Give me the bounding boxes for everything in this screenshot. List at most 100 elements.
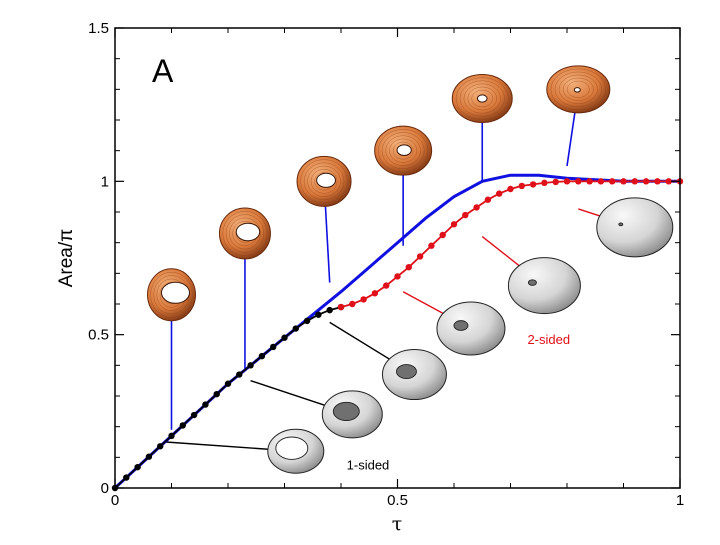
data-point xyxy=(473,204,480,211)
orange-surface-hole xyxy=(476,94,488,103)
orange-surface-mesh xyxy=(471,89,493,108)
orange-surface-hole xyxy=(235,222,261,242)
orange-surface-hole xyxy=(396,144,412,156)
orange-surface-1 xyxy=(147,268,196,322)
data-point xyxy=(416,253,424,260)
orange-surface-mesh xyxy=(392,141,414,160)
x-axis-title: τ xyxy=(392,513,403,535)
data-point xyxy=(575,178,582,185)
x-tick-label: 1 xyxy=(676,492,684,509)
data-point xyxy=(541,179,548,187)
y-axis-title: Area/π xyxy=(56,229,77,288)
data-point xyxy=(202,401,209,408)
gray-surface-5 xyxy=(507,257,581,315)
orange-surface-mesh xyxy=(562,77,594,101)
orange-surface-mesh xyxy=(222,211,268,256)
data-point xyxy=(552,178,559,186)
data-point xyxy=(620,178,627,185)
orange-surface-mesh xyxy=(567,80,590,98)
orange-surface-hole xyxy=(161,281,190,304)
orange-surface-mesh xyxy=(455,77,509,120)
orange-surface-mesh xyxy=(550,68,606,111)
series-line-blue xyxy=(113,173,680,490)
data-point xyxy=(496,190,503,197)
orange-surface-mesh xyxy=(558,74,598,104)
data-point xyxy=(518,182,525,190)
data-point xyxy=(507,185,514,193)
orange-surface-mesh xyxy=(150,271,193,318)
orange-surface-mesh xyxy=(467,86,497,111)
data-point xyxy=(337,303,345,311)
gray-surface-hole xyxy=(332,401,360,421)
data-point xyxy=(450,221,458,228)
orange-surface-hole xyxy=(316,172,336,188)
orange-surface-mesh xyxy=(378,129,429,173)
gray-surface-hole xyxy=(527,279,537,286)
gray-surface-hole xyxy=(453,320,469,331)
orange-surface-mesh xyxy=(310,169,338,194)
panel-label: A xyxy=(152,53,174,89)
data-series xyxy=(111,173,684,492)
data-point xyxy=(326,306,333,314)
orange-surface-5 xyxy=(451,74,513,124)
data-point xyxy=(258,352,266,360)
data-point xyxy=(179,422,186,429)
annotations: 1-sided 2-sided xyxy=(347,332,570,473)
orange-surface-mesh xyxy=(385,135,421,166)
data-point xyxy=(642,178,650,185)
orange-surface-6 xyxy=(546,65,611,114)
data-point xyxy=(315,311,322,318)
data-point xyxy=(383,282,390,289)
y-tick-label: 0 xyxy=(101,480,109,497)
orange-surface-mesh xyxy=(229,217,261,250)
gray-surface-4 xyxy=(436,301,506,356)
orange-surface-2 xyxy=(218,207,271,260)
data-point xyxy=(439,231,446,239)
orange-surface-hole xyxy=(573,87,581,93)
gray-surface-1 xyxy=(267,428,325,474)
data-point xyxy=(224,380,232,387)
orange-surface-mesh xyxy=(300,159,348,204)
orange-surface-mesh xyxy=(381,132,425,170)
data-point xyxy=(394,273,401,280)
y-tick-label: 1.5 xyxy=(88,20,109,37)
data-point xyxy=(236,371,243,378)
gray-surface-hole xyxy=(396,364,417,379)
data-point xyxy=(292,325,299,332)
data-point xyxy=(529,181,537,188)
data-point xyxy=(462,211,469,219)
data-point xyxy=(303,317,311,325)
orange-surface-mesh xyxy=(389,138,418,163)
gray-surface-hole xyxy=(275,436,309,460)
data-point xyxy=(270,343,277,351)
data-point xyxy=(168,432,175,440)
data-point xyxy=(654,178,661,185)
data-point xyxy=(213,390,220,398)
data-point xyxy=(405,264,412,271)
data-point xyxy=(563,178,571,185)
data-point xyxy=(134,463,141,471)
x-tick-label: 0.5 xyxy=(387,492,408,509)
y-tick-label: 0.5 xyxy=(88,327,109,344)
data-point xyxy=(281,334,288,341)
gray-surface-6 xyxy=(596,197,674,258)
gray-surface-2 xyxy=(321,390,383,439)
data-point xyxy=(123,474,130,481)
surface-insets xyxy=(147,65,674,474)
y-tick-label: 1 xyxy=(101,173,109,190)
annotation-label: 2-sided xyxy=(527,332,570,347)
orange-surface-mesh xyxy=(307,165,341,197)
data-point xyxy=(484,196,492,203)
data-point xyxy=(428,242,435,249)
data-point xyxy=(190,411,198,419)
gray-surface-body xyxy=(507,257,581,315)
data-point xyxy=(597,178,605,185)
orange-surface-mesh xyxy=(303,162,345,201)
orange-surface-mesh xyxy=(459,80,505,117)
data-point xyxy=(609,178,616,185)
x-tick-label: 0 xyxy=(111,492,119,509)
gray-surface-3 xyxy=(381,349,447,401)
data-point xyxy=(157,443,164,450)
orange-surface-mesh xyxy=(463,83,501,114)
